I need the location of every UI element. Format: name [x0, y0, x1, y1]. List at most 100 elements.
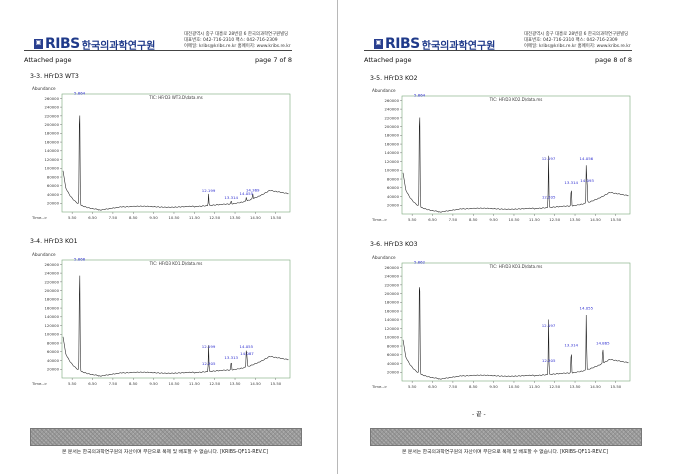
y-tick-label: 120000 [45, 157, 60, 162]
y-tick-label: 260000 [45, 96, 60, 101]
address-line: 대전광역시 중구 대흥로 28번길 6 한국의과학연구원빌딩 [184, 32, 289, 37]
logo-mark-icon: ▣ [374, 39, 383, 49]
chromatogram-chart: Abundance TIC: HFrD3 KO3.D\data.ms 20000 40… [370, 251, 636, 397]
chromatogram-svg: Abundance TIC: HFrD3 KO3.D\data.ms 20000 40… [371, 255, 631, 389]
y-tick-label: 80000 [387, 176, 400, 181]
x-tick-label: 15.50 [610, 217, 621, 222]
x-tick-label: 14.50 [590, 384, 601, 389]
y-tick-label: 240000 [45, 105, 60, 110]
chart-title: TIC: HFrD3 KO1.D\data.ms [149, 261, 203, 266]
chart-title: TIC: HFrD3 WT3.D\data.ms [148, 95, 203, 100]
address-line: 이메일: kribs@kribs.re.kr 홈페이지: www.kribs.r… [184, 44, 291, 49]
tic-trace [62, 115, 289, 211]
plot-frame [61, 259, 291, 379]
tic-trace [402, 287, 629, 380]
y-tick-label: 180000 [385, 133, 400, 138]
plot-frame [401, 95, 631, 215]
y-tick-label: 140000 [45, 148, 60, 153]
address-line: 대표번호: 042-716-2310 팩스: 042-716-2309 [184, 38, 278, 43]
x-tick-label: 11.50 [529, 384, 540, 389]
y-tick-label: 260000 [385, 98, 400, 103]
peak-label: 14.055 [580, 306, 594, 311]
x-tick-label: 12.50 [549, 384, 560, 389]
page-number: page 8 of 8 [595, 56, 632, 64]
y-axis-label: Abundance [32, 86, 56, 91]
peak-label: 14.056 [580, 156, 594, 161]
x-tick-label: 9.50 [489, 217, 498, 222]
peak-label: 14.055 [240, 344, 254, 349]
address-block: 대전광역시 중구 대흥로 28번길 6 한국의과학연구원빌딩 대표번호: 042… [184, 32, 291, 50]
x-tick-label: 7.50 [449, 217, 458, 222]
y-tick-label: 180000 [45, 297, 60, 302]
x-tick-label: 10.50 [509, 384, 520, 389]
y-tick-label: 160000 [45, 139, 60, 144]
header-rule [364, 50, 632, 51]
x-tick-label: 12.50 [549, 217, 560, 222]
y-tick-label: 20000 [47, 201, 60, 206]
x-axis-label: Time--> [371, 384, 387, 389]
y-tick-label: 160000 [45, 305, 60, 310]
x-tick-label: 15.50 [270, 215, 281, 220]
document-page-7: ▣ RIBS 한국의과학연구원 대전광역시 중구 대흥로 28번길 6 한국의과… [0, 0, 336, 474]
header-rule [24, 50, 292, 51]
x-tick-label: 8.50 [129, 215, 138, 220]
page-number: page 7 of 8 [255, 56, 292, 64]
tic-trace [62, 275, 289, 377]
y-tick-label: 40000 [47, 358, 60, 363]
x-axis-label: Time--> [31, 215, 47, 220]
peak-label: 14.369 [246, 188, 260, 193]
y-tick-label: 100000 [45, 166, 60, 171]
peak-label: 5.864 [74, 91, 86, 96]
peak-label: 12.197 [542, 156, 556, 161]
x-tick-label: 13.50 [570, 384, 581, 389]
chromatogram-chart: Abundance TIC: HFrD3 WT3.D\data.ms 20000 40… [30, 82, 296, 228]
page-divider [337, 0, 338, 474]
peak-label: 12.205 [542, 358, 556, 363]
peak-label: 13.313 [224, 355, 238, 360]
x-axis-label: Time--> [31, 381, 47, 386]
x-tick-label: 5.50 [408, 384, 417, 389]
chart-title: TIC: HFrD3 KO2.D\data.ms [489, 97, 543, 102]
y-tick-label: 200000 [45, 288, 60, 293]
x-tick-label: 9.50 [149, 215, 158, 220]
y-tick-label: 60000 [47, 349, 60, 354]
x-tick-label: 10.50 [169, 381, 180, 386]
chromatogram-chart: Abundance TIC: HFrD3 KO2.D\data.ms 20000 40… [370, 84, 636, 230]
y-tick-label: 80000 [47, 340, 60, 345]
y-tick-label: 20000 [387, 370, 400, 375]
x-tick-label: 6.50 [428, 384, 437, 389]
y-tick-label: 260000 [45, 262, 60, 267]
peak-label: 14.055 [240, 191, 254, 196]
x-tick-label: 9.50 [149, 381, 158, 386]
address-line: 대표번호: 042-716-2310 팩스: 042-716-2309 [524, 38, 618, 43]
y-tick-label: 240000 [385, 107, 400, 112]
y-tick-label: 180000 [385, 300, 400, 305]
y-tick-label: 60000 [47, 183, 60, 188]
footer-bar [370, 428, 642, 446]
x-tick-label: 11.50 [189, 381, 200, 386]
chromatogram-svg: Abundance TIC: HFrD3 KO1.D\data.ms 20000 40… [31, 252, 291, 386]
y-axis-label: Abundance [372, 255, 396, 260]
x-tick-label: 15.50 [610, 384, 621, 389]
logo: ▣ RIBS 한국의과학연구원 [34, 36, 155, 52]
y-tick-label: 100000 [45, 332, 60, 337]
y-tick-label: 200000 [385, 291, 400, 296]
peak-label: 13.314 [224, 195, 238, 200]
y-tick-label: 200000 [45, 122, 60, 127]
attached-page-label: Attached page [24, 56, 72, 64]
x-tick-label: 7.50 [109, 381, 118, 386]
section-label: 3-5. HFrD3 KO2 [370, 75, 418, 82]
y-axis-label: Abundance [32, 252, 56, 257]
address-block: 대전광역시 중구 대흥로 28번길 6 한국의과학연구원빌딩 대표번호: 042… [524, 32, 631, 50]
x-tick-label: 6.50 [88, 215, 97, 220]
section-label: 3-6. HFrD3 KO3 [370, 241, 418, 248]
y-tick-label: 40000 [387, 361, 400, 366]
chromatogram-svg: Abundance TIC: HFrD3 KO2.D\data.ms 20000 40… [371, 88, 631, 222]
x-tick-label: 15.50 [270, 381, 281, 386]
x-tick-label: 5.50 [408, 217, 417, 222]
x-tick-label: 6.50 [88, 381, 97, 386]
y-tick-label: 240000 [385, 274, 400, 279]
peak-label: 12.205 [542, 195, 556, 200]
x-tick-label: 7.50 [109, 215, 118, 220]
y-tick-label: 100000 [385, 335, 400, 340]
